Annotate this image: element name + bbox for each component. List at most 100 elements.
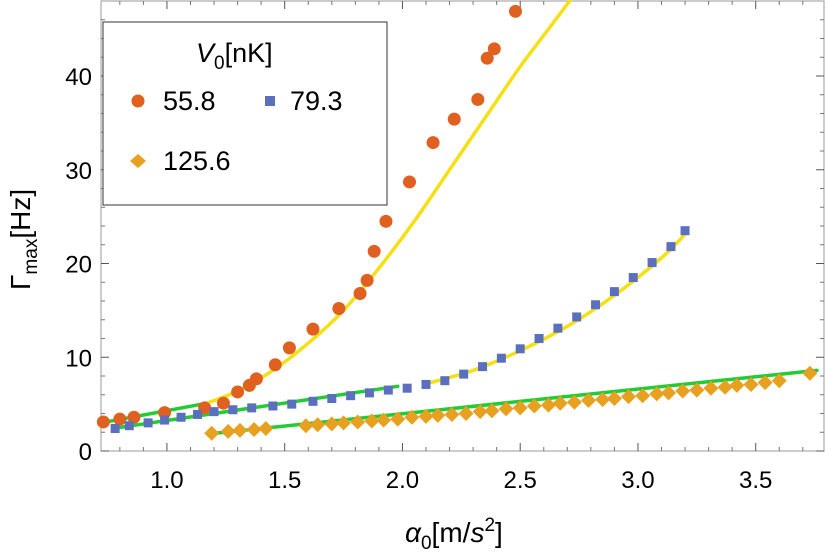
x-tick-label: 3.5 bbox=[739, 467, 772, 494]
data-point-diamond bbox=[771, 373, 787, 389]
data-point-diamond bbox=[649, 386, 665, 402]
data-point-diamond bbox=[661, 385, 677, 401]
data-point-circle bbox=[332, 302, 346, 315]
x-axis: 1.0 1.5 2.0 2.5 3.0 3.5 bbox=[119, 1, 804, 494]
data-point-square bbox=[534, 334, 544, 343]
x-tick-label: 2.5 bbox=[504, 467, 537, 494]
data-point-square bbox=[209, 407, 219, 417]
data-point-square bbox=[609, 287, 619, 297]
data-point-circle bbox=[113, 412, 127, 426]
y-axis-title: Γmax[Hz] bbox=[5, 189, 42, 290]
data-point-circle bbox=[447, 112, 461, 126]
data-point-diamond bbox=[298, 418, 314, 434]
fit-line bbox=[205, 0, 572, 405]
data-point-square bbox=[287, 399, 297, 409]
data-point-square bbox=[440, 376, 450, 386]
data-point-diamond bbox=[526, 398, 542, 414]
data-point-circle bbox=[282, 341, 296, 355]
data-point-square bbox=[591, 300, 601, 310]
data-point-square bbox=[553, 323, 563, 333]
data-point-diamond bbox=[484, 403, 500, 419]
data-point-diamond bbox=[220, 423, 236, 439]
data-point-circle bbox=[127, 410, 141, 424]
data-point-square bbox=[680, 226, 690, 236]
data-point-circle bbox=[231, 385, 245, 399]
data-point-square bbox=[515, 344, 525, 354]
data-point-diamond bbox=[757, 375, 773, 391]
data-point-square bbox=[143, 418, 153, 428]
data-point-diamond bbox=[258, 421, 274, 436]
data-point-diamond bbox=[703, 380, 719, 396]
y-tick-label: 20 bbox=[65, 252, 92, 279]
data-point-square bbox=[572, 312, 582, 322]
data-point-square bbox=[268, 401, 278, 411]
data-point-circle bbox=[487, 42, 501, 56]
data-point-diamond bbox=[675, 383, 691, 399]
data-point-circle bbox=[216, 396, 230, 410]
data-point-diamond bbox=[512, 400, 528, 416]
data-point-square bbox=[124, 421, 134, 431]
fit-line bbox=[428, 229, 690, 385]
data-point-circle bbox=[426, 136, 440, 150]
legend-marker-circle bbox=[131, 94, 145, 108]
legend-label-3: 125.6 bbox=[163, 146, 231, 176]
x-tick-label: 1.5 bbox=[268, 467, 301, 494]
x-tick-label: 1.0 bbox=[150, 467, 183, 494]
data-point-circle bbox=[379, 214, 393, 228]
data-point-diamond bbox=[635, 388, 651, 404]
data-point-diamond bbox=[390, 411, 406, 427]
data-point-diamond bbox=[336, 415, 352, 431]
data-point-diamond bbox=[498, 401, 514, 417]
data-point-diamond bbox=[232, 422, 248, 438]
data-point-circle bbox=[360, 273, 374, 287]
data-point-square bbox=[383, 385, 393, 395]
legend-label-2: 79.3 bbox=[290, 86, 343, 116]
data-point-square bbox=[327, 394, 337, 403]
data-point-square bbox=[402, 383, 412, 393]
data-point-circle bbox=[508, 4, 522, 18]
data-point-circle bbox=[306, 322, 320, 336]
data-point-square bbox=[110, 424, 120, 433]
data-point-square bbox=[628, 273, 638, 283]
data-point-diamond bbox=[350, 414, 366, 430]
x-tick-label: 3.0 bbox=[621, 467, 654, 494]
data-point-square bbox=[647, 258, 657, 268]
legend: V0[nK] 55.8 79.3 125.6 bbox=[102, 21, 388, 206]
data-point-diamond bbox=[458, 406, 474, 421]
data-point-diamond bbox=[540, 397, 556, 413]
data-point-diamond bbox=[444, 406, 460, 422]
data-point-diamond bbox=[729, 377, 745, 393]
data-point-diamond bbox=[404, 409, 420, 425]
data-point-diamond bbox=[376, 412, 392, 428]
data-point-diamond bbox=[246, 421, 262, 437]
data-point-diamond bbox=[204, 425, 220, 441]
x-axis-title: α0[m/s2] bbox=[405, 515, 503, 554]
data-point-diamond bbox=[595, 391, 611, 407]
y-tick-label: 0 bbox=[79, 439, 92, 466]
data-point-diamond bbox=[717, 379, 733, 395]
data-point-diamond bbox=[802, 365, 818, 381]
data-point-circle bbox=[353, 287, 367, 300]
data-point-diamond bbox=[364, 413, 380, 429]
y-tick-label: 30 bbox=[65, 158, 92, 185]
data-point-square bbox=[247, 403, 257, 413]
legend-marker-diamond bbox=[130, 154, 146, 168]
data-point-square bbox=[308, 396, 318, 406]
data-markers bbox=[96, 4, 818, 441]
data-point-circle bbox=[268, 358, 282, 372]
data-point-square bbox=[193, 409, 203, 419]
data-point-square bbox=[459, 369, 469, 379]
data-point-square bbox=[228, 405, 238, 415]
data-point-circle bbox=[403, 175, 417, 189]
data-point-diamond bbox=[566, 394, 582, 410]
data-point-square bbox=[176, 412, 186, 422]
data-point-diamond bbox=[621, 389, 637, 405]
data-point-diamond bbox=[552, 395, 568, 411]
data-point-circle bbox=[480, 51, 494, 65]
data-point-diamond bbox=[310, 417, 326, 433]
x-tick-label: 2.0 bbox=[386, 467, 419, 494]
data-point-square bbox=[478, 362, 488, 372]
data-point-circle bbox=[96, 415, 110, 429]
data-point-square bbox=[666, 242, 676, 252]
